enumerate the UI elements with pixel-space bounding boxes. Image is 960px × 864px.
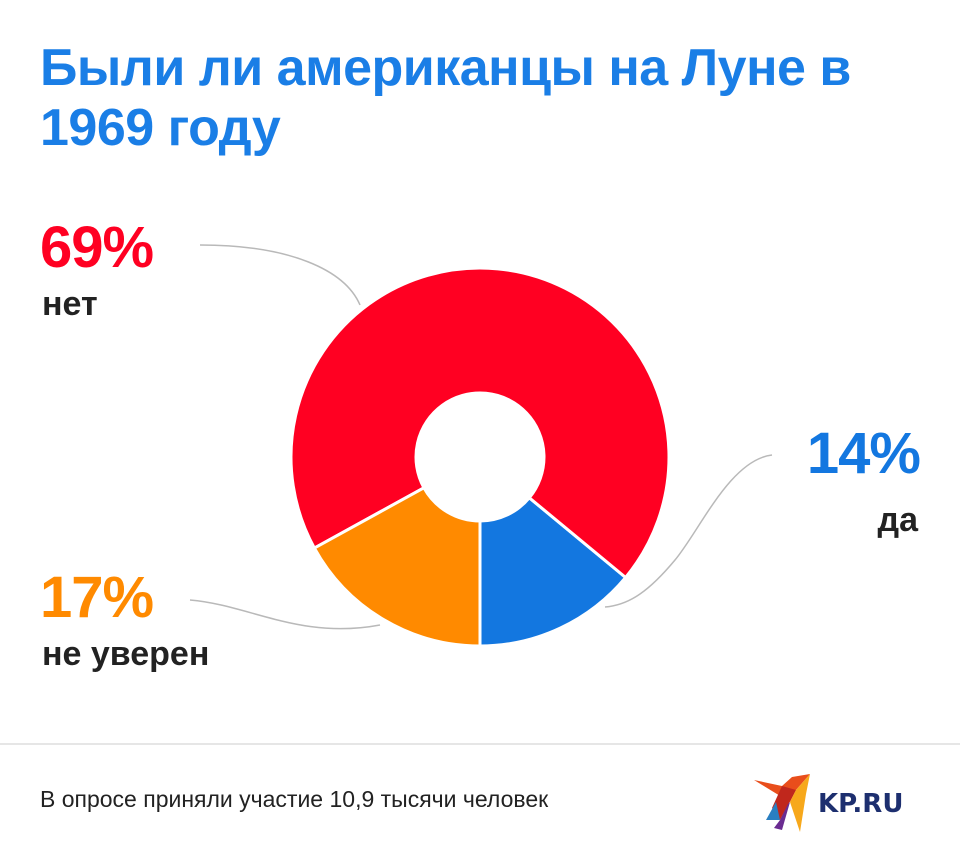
label-pct-ne-uveren: 17% — [40, 565, 154, 630]
leader-line — [189, 599, 381, 630]
divider — [0, 743, 960, 745]
leader-line — [199, 244, 361, 306]
label-net: нет — [42, 285, 98, 323]
footer-note: В опросе приняли участие 10,9 тысячи чел… — [40, 786, 549, 812]
kp-logo: KP.RU — [754, 774, 903, 832]
label-ne-uveren: не уверен — [42, 635, 210, 673]
chart-title: Были ли американцы на Луне в 1969 году — [40, 39, 851, 157]
label-pct-net: 69% — [40, 215, 154, 280]
label-pct-da: 14% — [806, 421, 921, 486]
leader-line — [604, 454, 773, 608]
donut-slice-69% — [289, 266, 671, 580]
bird-icon — [754, 774, 810, 832]
logo-text: KP.RU — [818, 789, 903, 819]
donut-slice-17% — [312, 485, 482, 648]
donut-slice-14% — [478, 495, 628, 648]
label-da: да — [877, 501, 919, 539]
